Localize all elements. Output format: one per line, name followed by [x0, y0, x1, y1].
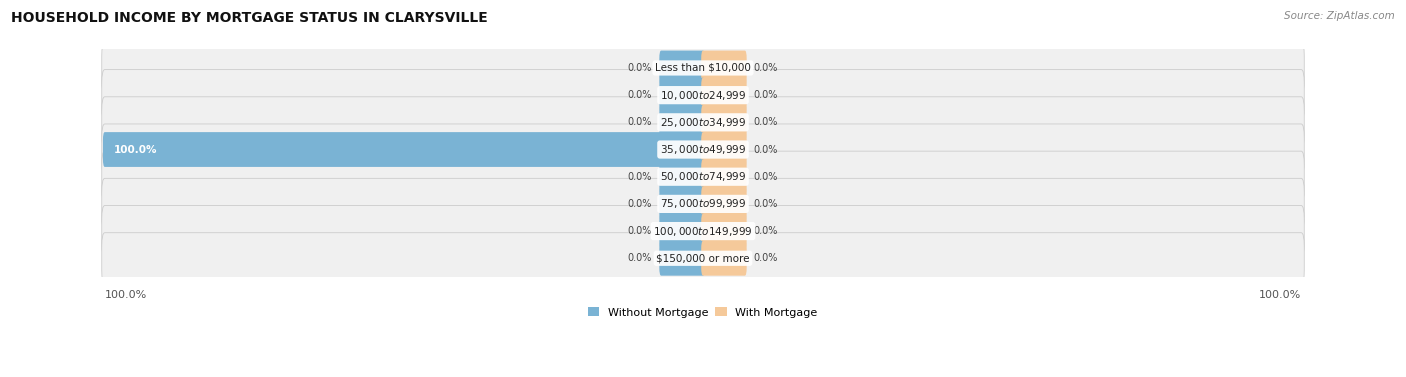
- Text: 0.0%: 0.0%: [754, 199, 779, 209]
- FancyBboxPatch shape: [659, 51, 704, 85]
- FancyBboxPatch shape: [702, 78, 747, 113]
- Text: $35,000 to $49,999: $35,000 to $49,999: [659, 143, 747, 156]
- FancyBboxPatch shape: [659, 187, 704, 221]
- Legend: Without Mortgage, With Mortgage: Without Mortgage, With Mortgage: [583, 303, 823, 322]
- FancyBboxPatch shape: [702, 159, 747, 194]
- Text: Source: ZipAtlas.com: Source: ZipAtlas.com: [1284, 11, 1395, 21]
- FancyBboxPatch shape: [101, 205, 1305, 257]
- Text: 0.0%: 0.0%: [627, 172, 652, 182]
- FancyBboxPatch shape: [101, 178, 1305, 230]
- FancyBboxPatch shape: [659, 241, 704, 276]
- Text: 0.0%: 0.0%: [754, 172, 779, 182]
- FancyBboxPatch shape: [101, 70, 1305, 121]
- FancyBboxPatch shape: [702, 241, 747, 276]
- Text: $50,000 to $74,999: $50,000 to $74,999: [659, 170, 747, 183]
- Text: 100.0%: 100.0%: [104, 290, 148, 300]
- Text: 0.0%: 0.0%: [627, 253, 652, 263]
- FancyBboxPatch shape: [101, 233, 1305, 284]
- Text: 0.0%: 0.0%: [754, 117, 779, 127]
- FancyBboxPatch shape: [702, 105, 747, 140]
- Text: 0.0%: 0.0%: [627, 199, 652, 209]
- Text: $10,000 to $24,999: $10,000 to $24,999: [659, 89, 747, 102]
- FancyBboxPatch shape: [103, 132, 704, 167]
- Text: $150,000 or more: $150,000 or more: [657, 253, 749, 263]
- Text: 100.0%: 100.0%: [1258, 290, 1302, 300]
- Text: 0.0%: 0.0%: [754, 90, 779, 100]
- Text: 0.0%: 0.0%: [627, 226, 652, 236]
- FancyBboxPatch shape: [702, 132, 747, 167]
- FancyBboxPatch shape: [659, 105, 704, 140]
- FancyBboxPatch shape: [659, 78, 704, 113]
- FancyBboxPatch shape: [101, 151, 1305, 202]
- Text: $100,000 to $149,999: $100,000 to $149,999: [654, 225, 752, 238]
- Text: 0.0%: 0.0%: [627, 117, 652, 127]
- Text: 0.0%: 0.0%: [627, 63, 652, 73]
- Text: 0.0%: 0.0%: [754, 226, 779, 236]
- FancyBboxPatch shape: [101, 42, 1305, 93]
- FancyBboxPatch shape: [659, 214, 704, 248]
- FancyBboxPatch shape: [702, 187, 747, 221]
- FancyBboxPatch shape: [702, 51, 747, 85]
- Text: 0.0%: 0.0%: [754, 63, 779, 73]
- FancyBboxPatch shape: [659, 159, 704, 194]
- Text: $25,000 to $34,999: $25,000 to $34,999: [659, 116, 747, 129]
- Text: 0.0%: 0.0%: [754, 253, 779, 263]
- Text: 0.0%: 0.0%: [754, 144, 779, 155]
- FancyBboxPatch shape: [101, 97, 1305, 148]
- Text: Less than $10,000: Less than $10,000: [655, 63, 751, 73]
- Text: 0.0%: 0.0%: [627, 90, 652, 100]
- Text: $75,000 to $99,999: $75,000 to $99,999: [659, 198, 747, 210]
- FancyBboxPatch shape: [702, 214, 747, 248]
- FancyBboxPatch shape: [101, 124, 1305, 175]
- Text: HOUSEHOLD INCOME BY MORTGAGE STATUS IN CLARYSVILLE: HOUSEHOLD INCOME BY MORTGAGE STATUS IN C…: [11, 11, 488, 25]
- Text: 100.0%: 100.0%: [114, 144, 157, 155]
